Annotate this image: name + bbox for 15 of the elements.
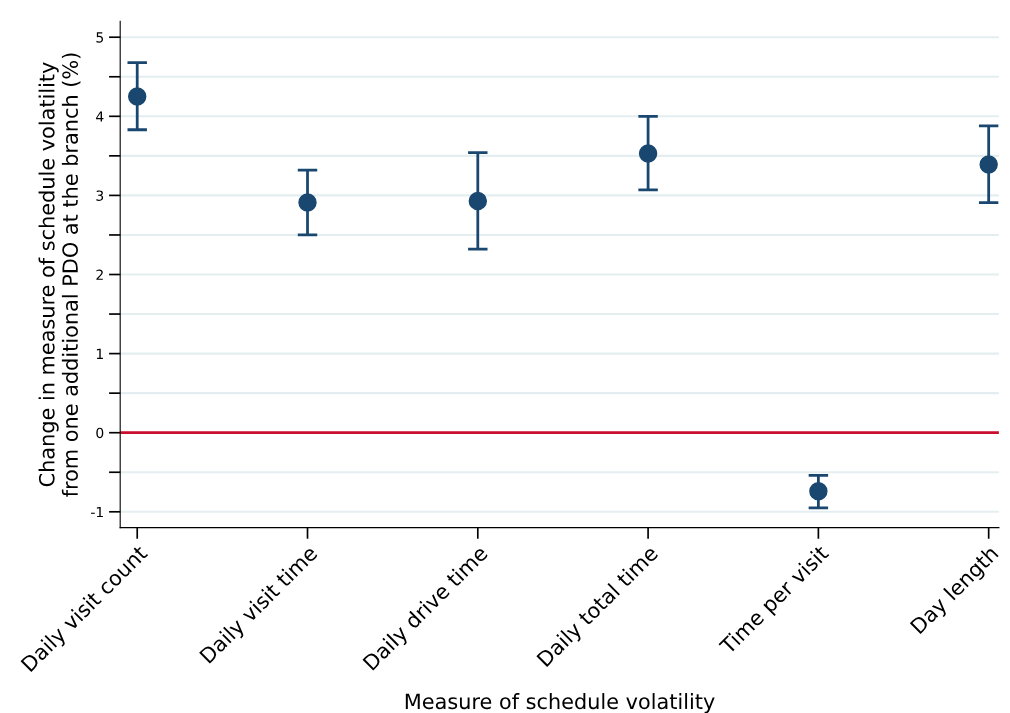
- y-tick-label: -1: [91, 506, 103, 518]
- y-tick-label: 1: [96, 348, 103, 359]
- point: [638, 144, 658, 163]
- point: [128, 87, 147, 106]
- y-tick-label: 3: [96, 190, 104, 201]
- y-tick-label: 2: [96, 269, 103, 280]
- y-tick-label: 5: [96, 32, 103, 43]
- y-tick-label: 0: [96, 427, 104, 439]
- y-axis-title: Change in measure of schedule volatility from one additional PDO at the branch (%): [38, 53, 81, 497]
- point: [809, 482, 828, 501]
- point: [298, 193, 317, 212]
- x-axis-title: Measure of schedule volatility: [405, 693, 715, 713]
- point: [979, 155, 998, 174]
- y-tick-label: 4: [96, 111, 104, 122]
- point: [468, 191, 488, 211]
